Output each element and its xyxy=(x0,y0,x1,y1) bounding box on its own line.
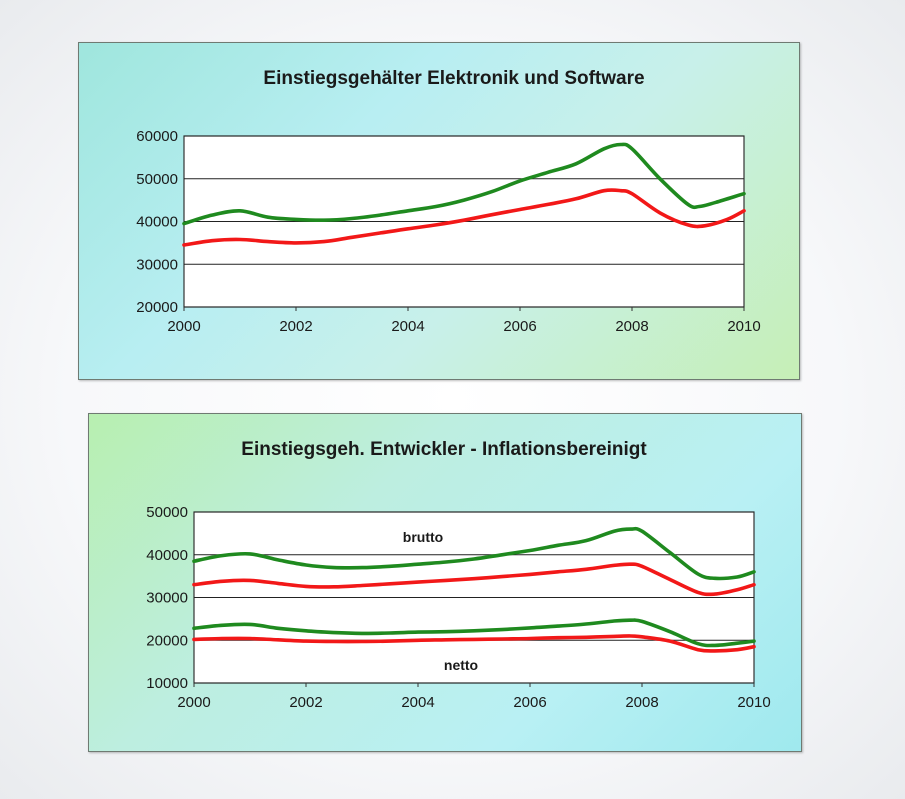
y-tick-label: 50000 xyxy=(146,504,188,521)
chart-title: Einstiegsgeh. Entwickler - Inflationsber… xyxy=(241,439,647,460)
y-tick-label: 20000 xyxy=(136,299,178,316)
x-tick-label: 2006 xyxy=(513,694,546,711)
x-tick-label: 2000 xyxy=(167,318,200,335)
chart-title: Einstiegsgehälter Elektronik und Softwar… xyxy=(263,68,644,89)
series-line-green-0 xyxy=(192,526,756,581)
series-line-green-2 xyxy=(192,618,756,648)
x-tick-label: 2004 xyxy=(401,694,434,711)
series-line-red-1 xyxy=(192,562,756,597)
y-tick-label: 40000 xyxy=(146,547,188,564)
x-tick-label: 2002 xyxy=(279,318,312,335)
x-tick-label: 2004 xyxy=(391,318,424,335)
y-tick-label: 10000 xyxy=(146,675,188,692)
chart-elektronik-software: Einstiegsgehälter Elektronik und Softwar… xyxy=(136,68,760,335)
chart-panel-elektronik-software: Einstiegsgehälter Elektronik und Softwar… xyxy=(78,42,800,380)
chart-inflationsbereinigt: Einstiegsgeh. Entwickler - Inflationsber… xyxy=(146,439,770,711)
x-tick-label: 2010 xyxy=(737,694,770,711)
annotation-brutto: brutto xyxy=(403,529,443,545)
x-tick-label: 2010 xyxy=(727,318,760,335)
x-tick-label: 2002 xyxy=(289,694,322,711)
y-tick-label: 20000 xyxy=(146,632,188,649)
y-tick-label: 60000 xyxy=(136,128,178,145)
chart-panel-inflationsbereinigt: Einstiegsgeh. Entwickler - Inflationsber… xyxy=(88,413,802,752)
y-tick-label: 50000 xyxy=(136,171,178,188)
x-tick-label: 2000 xyxy=(177,694,210,711)
x-tick-label: 2008 xyxy=(615,318,648,335)
y-tick-label: 30000 xyxy=(146,590,188,607)
series-line-red-1 xyxy=(182,188,746,247)
y-tick-label: 30000 xyxy=(136,256,178,273)
annotation-netto: netto xyxy=(444,657,478,673)
series-line-red-3 xyxy=(192,634,756,653)
x-tick-label: 2008 xyxy=(625,694,658,711)
series-line-green-0 xyxy=(182,142,746,226)
y-tick-label: 40000 xyxy=(136,214,178,231)
x-tick-label: 2006 xyxy=(503,318,536,335)
